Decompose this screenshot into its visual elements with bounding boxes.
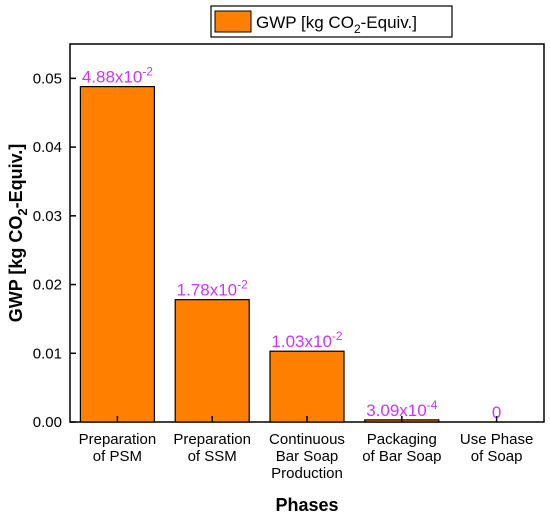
x-category-label-line: of PSM <box>93 448 142 465</box>
y-tick-label: 0.03 <box>33 208 62 225</box>
x-category-label: Preparation of SSM <box>173 431 251 465</box>
x-category-label-line: of Soap <box>471 448 523 465</box>
bar <box>79 86 156 423</box>
data-label-mantissa: 4.88x10 <box>82 68 143 87</box>
data-label-exponent: -4 <box>427 398 438 412</box>
data-label: 1.78x10-2 <box>177 278 248 300</box>
data-label-exponent: -2 <box>332 329 343 343</box>
data-label-mantissa: 3.09x10 <box>366 401 427 420</box>
plot-area: 0.000.010.020.030.040.05 4.88x10-21.78x1… <box>33 43 545 482</box>
x-category-label-line: Use Phase <box>460 431 533 448</box>
y-axis-title-suffix: -Equiv.] <box>6 144 26 209</box>
data-label-mantissa: 1.03x10 <box>271 332 332 351</box>
y-tick-label: 0.01 <box>33 345 62 362</box>
legend-label: GWP [kg CO2-Equiv.] <box>256 13 417 36</box>
x-category-label: Packaging of Bar Soap <box>362 431 441 465</box>
x-category-label: Continuous Bar Soap Production <box>269 431 345 482</box>
legend-label-suffix: -Equiv.] <box>361 13 417 32</box>
y-tick-label: 0.05 <box>33 70 62 87</box>
data-label-mantissa: 0 <box>492 403 501 422</box>
bars <box>79 86 440 423</box>
legend-label-prefix: GWP [kg CO <box>256 13 354 32</box>
bar <box>269 350 345 423</box>
x-category-label: Use Phase of Soap <box>460 431 533 465</box>
y-axis-title: GWP [kg CO2-Equiv.] <box>6 144 30 323</box>
y-axis-title-prefix: GWP [kg CO <box>6 216 26 323</box>
data-label: 0 <box>492 403 501 422</box>
data-label: 3.09x10-4 <box>366 398 437 420</box>
data-labels: 4.88x10-21.78x10-21.03x10-23.09x10-4 0 <box>82 65 502 422</box>
x-category-label-line: Continuous <box>269 431 345 448</box>
data-label-mantissa: 1.78x10 <box>177 281 238 300</box>
x-axis-title: Phases <box>275 495 338 515</box>
bar <box>174 299 250 423</box>
y-tick-label: 0.04 <box>33 139 62 156</box>
y-axis-ticks: 0.00 0.01 0.02 0.03 0.04 0.05 <box>33 70 76 431</box>
data-label-exponent: -2 <box>237 278 248 292</box>
x-category-label-line: Production <box>271 465 343 482</box>
x-category-label-line: of SSM <box>188 448 237 465</box>
data-label: 4.88x10-2 <box>82 65 153 87</box>
y-axis-title-subscript: 2 <box>15 208 30 215</box>
legend-swatch <box>214 10 252 33</box>
y-tick-label: 0.02 <box>33 277 62 294</box>
x-category-label: Preparation of PSM <box>79 431 157 465</box>
x-category-label-line: Bar Soap <box>276 448 339 465</box>
x-category-label-line: of Bar Soap <box>362 448 441 465</box>
x-category-label-line: Preparation <box>79 431 157 448</box>
x-category-label-line: Packaging <box>367 431 437 448</box>
x-category-label-line: Preparation <box>173 431 251 448</box>
y-tick-label: 0.00 <box>33 414 62 431</box>
data-label: 1.03x10-2 <box>271 329 342 351</box>
legend-label-subscript: 2 <box>354 22 361 36</box>
legend: GWP [kg CO2-Equiv.] <box>210 5 453 38</box>
data-label-exponent: -2 <box>142 65 153 79</box>
